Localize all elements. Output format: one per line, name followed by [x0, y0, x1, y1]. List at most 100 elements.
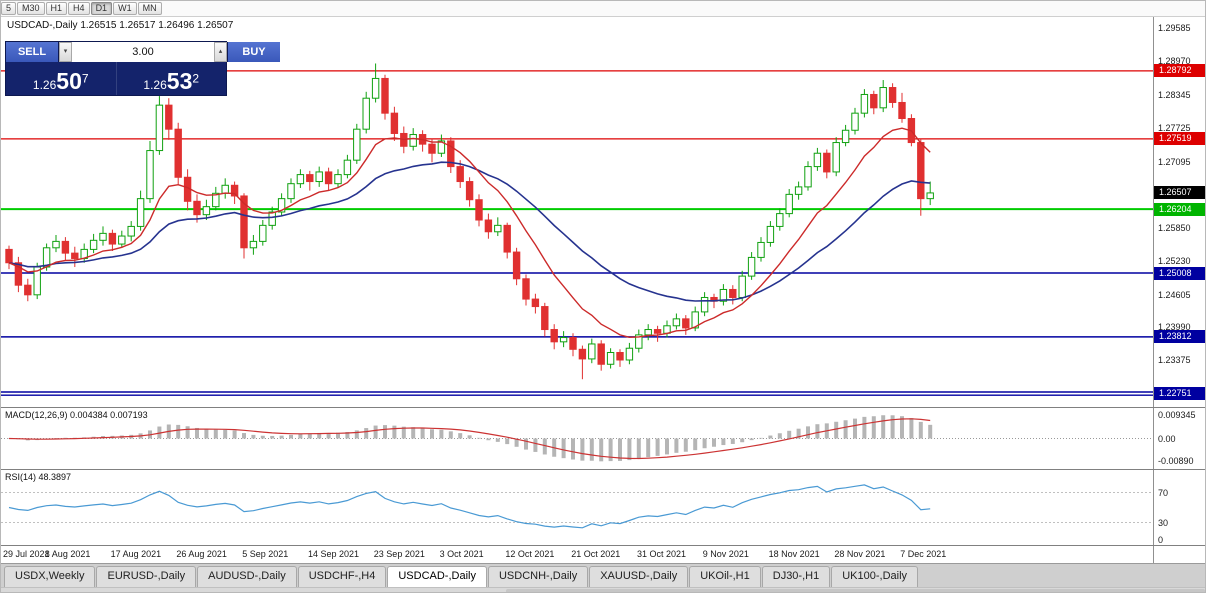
- date-axis-label: 12 Oct 2021: [505, 549, 555, 559]
- chart-ohlc-title: USDCAD-,Daily 1.26515 1.26517 1.26496 1.…: [7, 20, 233, 31]
- price-tag: 1.27519: [1154, 132, 1205, 146]
- chart-tab-uk100-daily[interactable]: UK100-,Daily: [831, 566, 919, 587]
- date-axis-label: 29 Jul 2021: [3, 549, 50, 559]
- buy-price-base: 1.26: [143, 78, 167, 92]
- sell-button[interactable]: SELL: [6, 42, 58, 62]
- sell-price-display[interactable]: 1.26507: [6, 62, 117, 95]
- timeframe-button-m30[interactable]: M30: [17, 2, 45, 15]
- rsi-axis-tick: 0: [1158, 535, 1164, 545]
- price-axis-tick: 1.27095: [1158, 156, 1191, 167]
- timeframe-button-w1[interactable]: W1: [113, 2, 137, 15]
- timeframe-button-mn[interactable]: MN: [137, 2, 162, 15]
- macd-label: MACD(12,26,9) 0.004384 0.007193: [5, 410, 148, 420]
- one-click-trading-panel: SELL ▾ ▴ BUY 1.26507 1.26532: [5, 41, 280, 96]
- sell-price-base: 1.26: [32, 78, 57, 92]
- main-chart-plot[interactable]: USDCAD-,Daily 1.26515 1.26517 1.26496 1.…: [1, 17, 1153, 407]
- chart-tab-dj30-h1[interactable]: DJ30-,H1: [761, 566, 831, 587]
- slow-moving-average-line: [8, 161, 931, 302]
- price-axis-tick: 1.25850: [1158, 223, 1191, 234]
- timeframe-button-d1[interactable]: D1: [90, 2, 113, 15]
- sell-price-point: 7: [81, 71, 89, 86]
- chart-tab-usdchf-h4[interactable]: USDCHF-,H4: [297, 566, 387, 587]
- price-axis-tick: 1.28345: [1158, 89, 1191, 100]
- macd-canvas: [1, 415, 1153, 462]
- macd-axis-tick: 0.009345: [1158, 409, 1196, 420]
- macd-plot[interactable]: MACD(12,26,9) 0.004384 0.007193: [1, 408, 1153, 469]
- price-axis-tick: 1.25230: [1158, 256, 1191, 267]
- volume-control: ▾ ▴: [58, 42, 228, 62]
- volume-decrease-icon[interactable]: ▾: [59, 42, 72, 62]
- rsi-axis: 70 30 0: [1153, 470, 1205, 545]
- date-axis-label: 7 Dec 2021: [900, 549, 947, 559]
- rsi-label: RSI(14) 48.3897: [5, 472, 71, 482]
- date-axis-row: 29 Jul 2021 8 Aug 2021 17 Aug 2021 26 Aug 2…: [1, 545, 1205, 563]
- macd-axis-tick: 0.00: [1158, 433, 1176, 444]
- price-tag: 1.22751: [1154, 387, 1205, 401]
- sell-price-pips: 50: [56, 68, 82, 94]
- rsi-name: RSI(14): [5, 472, 37, 482]
- volume-increase-icon[interactable]: ▴: [214, 42, 227, 62]
- rsi-panel-row: RSI(14) 48.3897 70 30 0: [1, 469, 1205, 545]
- timeframe-button-5[interactable]: 5: [1, 2, 17, 15]
- date-axis-label: 9 Nov 2021: [702, 549, 749, 559]
- chart-tab-usdcad-daily[interactable]: USDCAD-,Daily: [387, 566, 487, 587]
- date-axis-label: 31 Oct 2021: [637, 549, 687, 559]
- date-axis-label: 14 Sep 2021: [308, 549, 360, 559]
- date-axis-label: 18 Nov 2021: [768, 549, 820, 559]
- date-axis-label: 8 Aug 2021: [44, 549, 91, 559]
- date-axis-corner: [1153, 546, 1205, 563]
- price-axis-tick: 1.28970: [1158, 56, 1191, 67]
- price-tag: 1.25008: [1154, 266, 1205, 280]
- price-axis-tick: 1.29585: [1158, 23, 1191, 34]
- macd-main-value: 0.004384: [70, 410, 108, 420]
- buy-price-point: 2: [192, 71, 200, 86]
- price-axis-tick: 1.23990: [1158, 322, 1191, 333]
- chart-symbol: USDCAD-,Daily: [7, 20, 78, 31]
- chart-tab-audusd-daily[interactable]: AUDUSD-,Daily: [197, 566, 297, 587]
- timeframe-button-h4[interactable]: H4: [68, 2, 90, 15]
- macd-axis-tick: -0.00890: [1158, 455, 1194, 466]
- price-tag: 1.28792: [1154, 64, 1205, 78]
- chart-tab-xauusd-daily[interactable]: XAUUSD-,Daily: [589, 566, 689, 587]
- chart-tab-ukoil-h1[interactable]: UKOil-,H1: [689, 566, 761, 587]
- date-axis-label: 17 Aug 2021: [110, 549, 162, 559]
- main-chart-canvas[interactable]: [1, 17, 1153, 407]
- candles-layer: [5, 63, 934, 380]
- rsi-line: [8, 484, 931, 529]
- chart-high-value: 1.26517: [119, 20, 156, 31]
- rsi-value: 48.3897: [38, 472, 72, 482]
- price-axis-tick: 1.27725: [1158, 122, 1191, 133]
- date-axis-label: 26 Aug 2021: [176, 549, 227, 559]
- scrollbar-thumb[interactable]: [505, 589, 1205, 592]
- chart-low-value: 1.26496: [158, 20, 195, 31]
- date-axis-label: 3 Oct 2021: [439, 549, 484, 559]
- horizontal-scrollbar[interactable]: [1, 587, 1205, 592]
- price-axis-tick: 1.24605: [1158, 289, 1191, 300]
- date-axis-label: 5 Sep 2021: [242, 549, 289, 559]
- macd-axis: 0.009345 0.00 -0.00890: [1153, 408, 1205, 469]
- buy-price-display[interactable]: 1.26532: [117, 62, 227, 95]
- macd-signal-value: 0.007193: [110, 410, 148, 420]
- chart-open-value: 1.26515: [80, 20, 117, 31]
- chart-tab-usdcnh-daily[interactable]: USDCNH-,Daily: [487, 566, 589, 587]
- chart-tab-usdx-weekly[interactable]: USDX,Weekly: [4, 566, 96, 587]
- buy-price-pips: 53: [166, 68, 193, 94]
- volume-input[interactable]: [72, 42, 214, 62]
- macd-name: MACD(12,26,9): [5, 410, 68, 420]
- chart-tab-eurusd-daily[interactable]: EURUSD-,Daily: [96, 566, 197, 587]
- chart-close-value: 1.26507: [197, 20, 234, 31]
- chart-tab-bar: USDX,Weekly EURUSD-,Daily AUDUSD-,Daily USD…: [1, 563, 1205, 587]
- buy-button[interactable]: BUY: [228, 42, 280, 62]
- rsi-axis-tick: 70: [1158, 487, 1169, 498]
- price-tag: 1.26204: [1154, 202, 1205, 216]
- timeframe-button-h1[interactable]: H1: [45, 2, 68, 15]
- price-axis-tick: 1.23375: [1158, 355, 1191, 366]
- main-chart-row: USDCAD-,Daily 1.26515 1.26517 1.26496 1.…: [1, 17, 1205, 407]
- rsi-axis-tick: 30: [1158, 517, 1169, 528]
- price-tag: 1.23812: [1154, 330, 1205, 344]
- date-axis[interactable]: 29 Jul 2021 8 Aug 2021 17 Aug 2021 26 Aug 2…: [1, 546, 1153, 563]
- price-axis[interactable]: 1.295851.289701.283451.277251.270951.264…: [1153, 17, 1205, 407]
- rsi-plot[interactable]: RSI(14) 48.3897: [1, 470, 1153, 545]
- price-tag: 1.26507: [1154, 186, 1205, 200]
